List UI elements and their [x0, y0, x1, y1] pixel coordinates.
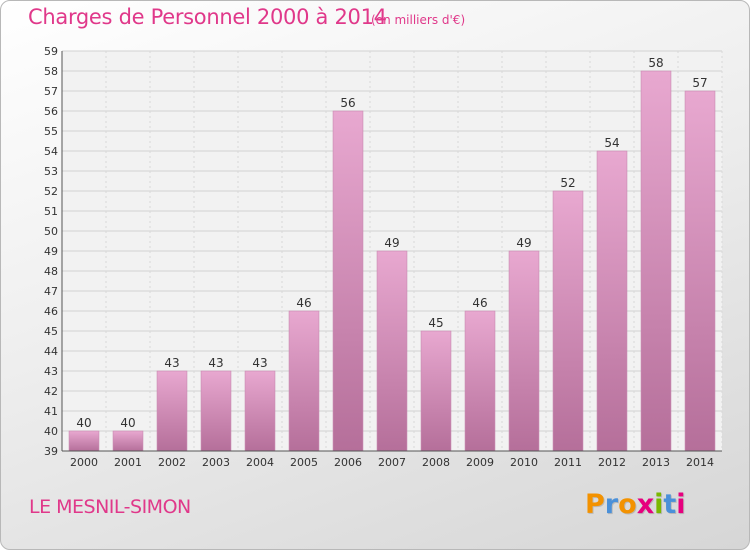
y-tick-label: 47 — [44, 285, 58, 298]
bar-2002 — [156, 370, 188, 452]
x-tick-label: 2009 — [466, 456, 494, 469]
x-tick-label: 2013 — [642, 456, 670, 469]
x-tick-label: 2005 — [290, 456, 318, 469]
x-tick-label: 2008 — [422, 456, 450, 469]
y-tick-label: 59 — [44, 45, 58, 58]
x-tick-label: 2011 — [554, 456, 582, 469]
bar-2006 — [332, 110, 364, 452]
logo-letter: x — [636, 489, 655, 520]
bar-2014 — [684, 90, 716, 452]
bar-2008 — [420, 330, 452, 452]
data-label: 49 — [516, 236, 531, 250]
data-label: 54 — [604, 136, 619, 150]
x-tick-label: 2003 — [202, 456, 230, 469]
data-label: 58 — [648, 56, 663, 70]
data-label: 49 — [384, 236, 399, 250]
data-label: 46 — [472, 296, 487, 310]
y-tick-label: 45 — [44, 325, 58, 338]
data-label: 43 — [208, 356, 223, 370]
bar-2013 — [640, 70, 672, 452]
x-tick-label: 2012 — [598, 456, 626, 469]
chart-unit-label: (en milliers d'€) — [371, 13, 466, 27]
logo-letter: i — [676, 489, 686, 520]
axes: 39 40 41 42 43 44 45 46 47 48 49 50 51 52 53 54 55 56 57 58… — [44, 45, 722, 469]
data-label: 45 — [428, 316, 443, 330]
bar-2000 — [68, 430, 100, 452]
data-label: 56 — [340, 96, 355, 110]
bar-2010 — [508, 250, 540, 452]
data-label: 40 — [76, 416, 91, 430]
y-tick-label: 58 — [44, 65, 58, 78]
y-tick-label: 51 — [44, 205, 58, 218]
data-label: 52 — [560, 176, 575, 190]
x-tick-label: 2007 — [378, 456, 406, 469]
data-label: 40 — [120, 416, 135, 430]
x-tick-label: 2001 — [114, 456, 142, 469]
x-tick-label: 2010 — [510, 456, 538, 469]
y-tick-label: 49 — [44, 245, 58, 258]
y-tick-label: 39 — [44, 445, 58, 458]
y-tick-label: 41 — [44, 405, 58, 418]
y-tick-label: 54 — [44, 145, 58, 158]
x-tick-label: 2006 — [334, 456, 362, 469]
y-tick-label: 42 — [44, 385, 58, 398]
x-tick-label: 2004 — [246, 456, 274, 469]
proxiti-logo[interactable]: Proxiti — [585, 489, 686, 520]
x-tick-label: 2002 — [158, 456, 186, 469]
bar-2009 — [464, 310, 496, 452]
y-tick-label: 56 — [44, 105, 58, 118]
logo-letter: P — [585, 489, 605, 520]
bar-2011 — [552, 190, 584, 452]
commune-name: LE MESNIL-SIMON — [29, 496, 191, 518]
logo-letter: r — [604, 489, 619, 520]
y-tick-label: 44 — [44, 345, 58, 358]
x-tick-label: 2000 — [70, 456, 98, 469]
bar-2005 — [288, 310, 320, 452]
chart-title: Charges de Personnel 2000 à 2014 — [28, 5, 387, 29]
data-label: 43 — [164, 356, 179, 370]
y-tick-label: 46 — [44, 305, 58, 318]
y-tick-label: 43 — [44, 365, 58, 378]
bar-2007 — [376, 250, 408, 452]
logo-letter: t — [663, 489, 677, 520]
bar-2004 — [244, 370, 276, 452]
y-tick-label: 57 — [44, 85, 58, 98]
y-tick-label: 53 — [44, 165, 58, 178]
y-tick-label: 55 — [44, 125, 58, 138]
data-label: 57 — [692, 76, 707, 90]
logo-letter: i — [654, 489, 664, 520]
y-tick-label: 40 — [44, 425, 58, 438]
bar-2001 — [112, 430, 144, 452]
x-tick-label: 2014 — [686, 456, 714, 469]
bar-2012 — [596, 150, 628, 452]
data-label: 46 — [296, 296, 311, 310]
logo-letter: o — [618, 489, 637, 520]
data-label: 43 — [252, 356, 267, 370]
y-tick-label: 50 — [44, 225, 58, 238]
bar-2003 — [200, 370, 232, 452]
y-tick-label: 48 — [44, 265, 58, 278]
y-tick-label: 52 — [44, 185, 58, 198]
bars — [68, 70, 716, 452]
